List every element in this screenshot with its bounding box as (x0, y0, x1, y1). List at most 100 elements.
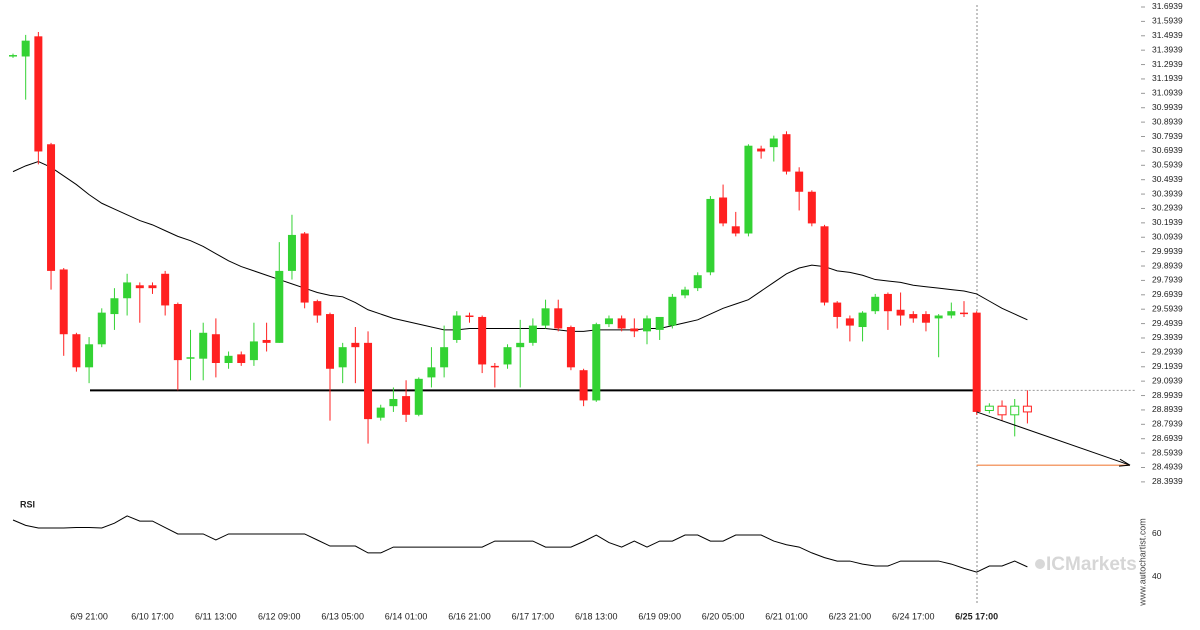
x-tick-label: 6/10 17:00 (131, 611, 174, 621)
candle-body (528, 325, 537, 343)
y-tick-label: 29.3939 (1152, 332, 1183, 342)
candle-body (59, 269, 68, 335)
candle-body (719, 197, 728, 224)
y-tick-label: 31.1939 (1152, 73, 1183, 83)
y-tick-label: 28.6939 (1152, 433, 1183, 443)
candle-body (85, 344, 94, 368)
candle-body (97, 312, 106, 345)
candle-body (934, 315, 943, 319)
candle-body (744, 145, 753, 234)
candle-body (516, 342, 525, 348)
candle-body (782, 134, 791, 172)
y-tick-label: 31.3939 (1152, 44, 1183, 54)
candle-body (427, 367, 436, 378)
candle-body (845, 318, 854, 326)
y-tick-label: 29.0939 (1152, 375, 1183, 385)
y-tick-label: 29.4939 (1152, 318, 1183, 328)
candle-body (148, 285, 157, 289)
candle-body (211, 334, 220, 364)
candle-body (896, 309, 905, 316)
watermark-site: www.autochartist.com (1137, 518, 1147, 607)
candle-body (592, 324, 601, 401)
x-tick-label: 6/11 13:00 (195, 611, 237, 621)
x-tick-label: 6/20 05:00 (702, 611, 745, 621)
candle-body (275, 270, 284, 343)
candle-body (1010, 405, 1020, 416)
candle-body (161, 273, 170, 306)
y-tick-label: 30.3939 (1152, 188, 1183, 198)
x-tick-label: 6/21 01:00 (765, 611, 808, 621)
candle-body (389, 398, 398, 407)
candle-body (440, 347, 449, 368)
x-tick-label: 6/23 21:00 (829, 611, 872, 621)
x-tick-label: 6/14 01:00 (385, 611, 428, 621)
candle-body (414, 378, 423, 415)
arrow-head (1118, 458, 1131, 467)
candle-body (465, 315, 474, 318)
candle-body (643, 318, 651, 332)
candle-body (579, 370, 588, 401)
y-tick-label: 28.5939 (1152, 447, 1183, 457)
y-tick-label: 29.2939 (1152, 347, 1183, 357)
candle-body (9, 55, 17, 57)
candle-body (554, 308, 563, 329)
candle-body (757, 148, 766, 152)
candle-body (883, 293, 892, 312)
candle-body (452, 315, 461, 340)
y-tick-label: 31.5939 (1152, 16, 1183, 26)
candle-body (249, 341, 258, 361)
x-tick-label: 6/18 13:00 (575, 611, 618, 621)
candle-body (364, 342, 373, 420)
candle-body (947, 311, 956, 316)
candle-body (338, 347, 347, 368)
candle-body (921, 314, 930, 323)
candle-body (833, 302, 842, 317)
rsi-title: RSI (20, 499, 35, 509)
candle-body (960, 312, 968, 315)
candle-body (186, 357, 195, 359)
y-tick-label: 31.2939 (1152, 59, 1183, 69)
y-tick-label: 28.9939 (1152, 390, 1183, 400)
x-tick-label: 6/24 17:00 (892, 611, 935, 621)
candle-body (376, 407, 385, 418)
candle-body (478, 316, 487, 365)
y-tick-label: 30.8939 (1152, 116, 1183, 126)
brand-logo: ICMarkets (1035, 554, 1137, 575)
candle-body (997, 405, 1007, 416)
candle-body (351, 342, 360, 348)
candle-body (237, 354, 246, 364)
candle-body (769, 138, 778, 148)
x-tick-label: 6/19 09:00 (638, 611, 681, 621)
candle-body (909, 314, 918, 319)
candle-body (21, 40, 30, 57)
candle-body (224, 355, 233, 364)
candle-body (541, 308, 550, 326)
candle-body (871, 296, 880, 312)
candle-body (402, 396, 411, 415)
y-tick-label: 30.9939 (1152, 102, 1183, 112)
candle-body (655, 316, 664, 330)
y-tick-label: 30.6939 (1152, 145, 1183, 155)
candle-body (326, 314, 334, 369)
y-tick-label: 60 (1152, 528, 1162, 538)
candle-body (693, 275, 702, 289)
y-tick-label: 30.5939 (1152, 160, 1183, 170)
logo-dot (1035, 559, 1045, 569)
y-tick-label: 29.5939 (1152, 303, 1183, 313)
candle-body (300, 233, 309, 303)
y-tick-label: 29.6939 (1152, 289, 1183, 299)
x-tick-label: 6/12 09:00 (258, 611, 301, 621)
watermark-brand: ICMarkets (1046, 554, 1137, 575)
candle-body (34, 36, 43, 152)
candle-body (858, 312, 867, 328)
y-tick-label: 30.1939 (1152, 217, 1183, 227)
y-tick-label: 28.8939 (1152, 404, 1183, 414)
y-tick-label: 28.3939 (1152, 476, 1183, 486)
x-tick-label: 6/9 21:00 (70, 611, 108, 621)
candle-body (1022, 405, 1032, 413)
candle-body (566, 327, 575, 368)
rsi-line (12, 515, 1028, 573)
candle-body (262, 339, 271, 343)
candle-body (668, 296, 677, 326)
